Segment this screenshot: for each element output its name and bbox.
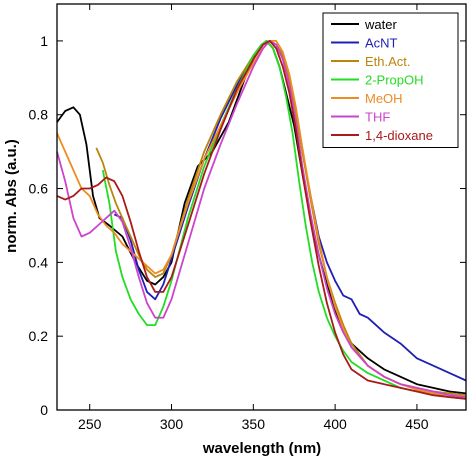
series-line-5 (56, 40, 467, 398)
y-tick-label: 0.6 (29, 181, 49, 197)
series-layer (56, 40, 467, 400)
legend-label-5: THF (365, 110, 390, 125)
y-tick-label: 0.2 (29, 328, 49, 344)
x-axis-title: wavelength (nm) (202, 440, 321, 457)
plot-frame (56, 3, 467, 411)
legend: water AcNT Eth.Act. 2-PropOH MeOH THF 1,4-diox… (322, 12, 459, 148)
x-tick-label: 450 (405, 416, 429, 432)
x-tick-label: 300 (160, 416, 184, 432)
legend-label-6: 1,4-dioxane (365, 128, 433, 143)
x-tick-label: 350 (242, 416, 266, 432)
legend-label-1: AcNT (365, 36, 398, 51)
series-line-3 (101, 40, 467, 400)
series-line-6 (56, 40, 467, 400)
y-tick-label: 0.4 (29, 254, 49, 270)
x-tick-label: 250 (78, 416, 102, 432)
legend-label-2: Eth.Act. (365, 54, 411, 69)
ticks-layer: 250 300 350 400 450 0 0.2 0.4 0.6 0.8 1 (29, 4, 466, 432)
y-tick-label: 0 (40, 402, 48, 418)
legend-label-4: MeOH (365, 91, 403, 106)
legend-label-3: 2-PropOH (365, 73, 424, 88)
legend-label-0: water (364, 17, 397, 32)
y-axis-title: norm. Abs (a.u.) (3, 139, 20, 253)
y-tick-label: 1 (40, 33, 48, 49)
x-tick-label: 400 (323, 416, 347, 432)
y-tick-label: 0.8 (29, 107, 49, 123)
